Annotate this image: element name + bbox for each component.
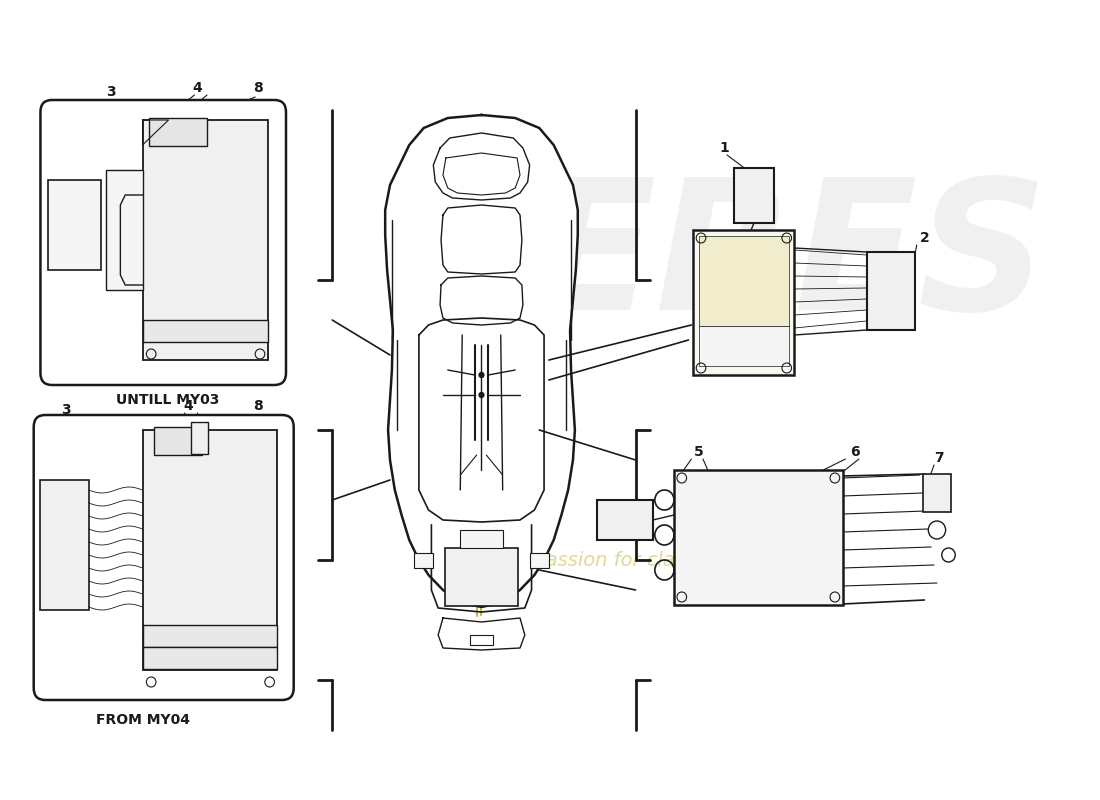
Bar <box>700 326 789 366</box>
Bar <box>143 430 277 670</box>
Text: 8: 8 <box>253 81 263 95</box>
Bar <box>150 118 207 146</box>
Bar <box>460 530 503 548</box>
Text: 3: 3 <box>60 403 70 417</box>
Text: 8: 8 <box>253 399 263 413</box>
Text: 4: 4 <box>183 399 192 413</box>
Bar <box>190 422 208 454</box>
Bar <box>41 480 89 610</box>
Bar <box>143 625 277 647</box>
FancyBboxPatch shape <box>41 100 286 385</box>
Text: 6: 6 <box>850 445 860 459</box>
Text: 4: 4 <box>192 81 202 95</box>
Bar <box>143 647 277 669</box>
Bar <box>414 553 433 568</box>
FancyBboxPatch shape <box>34 415 294 700</box>
Bar <box>48 180 101 270</box>
Bar <box>674 470 843 605</box>
Text: UNTILL MY03: UNTILL MY03 <box>116 393 219 407</box>
Text: FROM MY04: FROM MY04 <box>97 713 190 727</box>
Text: ERES: ERES <box>532 172 1047 348</box>
Bar <box>867 252 915 330</box>
Bar <box>529 553 549 568</box>
Bar <box>700 236 789 326</box>
Text: 3: 3 <box>106 85 116 99</box>
Text: a passion for classics since 1995: a passion for classics since 1995 <box>515 550 834 570</box>
Bar <box>444 548 518 606</box>
Bar <box>143 120 267 360</box>
Bar <box>470 635 493 645</box>
Text: 1: 1 <box>719 141 729 155</box>
Text: 5: 5 <box>694 445 704 459</box>
Bar <box>106 170 143 290</box>
Bar <box>154 427 202 455</box>
Circle shape <box>480 393 484 398</box>
Bar <box>143 320 267 342</box>
Text: 2: 2 <box>920 231 929 245</box>
Bar <box>693 230 794 375</box>
Bar <box>923 474 952 512</box>
Text: 7: 7 <box>934 451 944 465</box>
Bar <box>734 168 774 223</box>
Circle shape <box>480 373 484 378</box>
Bar <box>597 500 653 540</box>
Polygon shape <box>385 115 578 607</box>
